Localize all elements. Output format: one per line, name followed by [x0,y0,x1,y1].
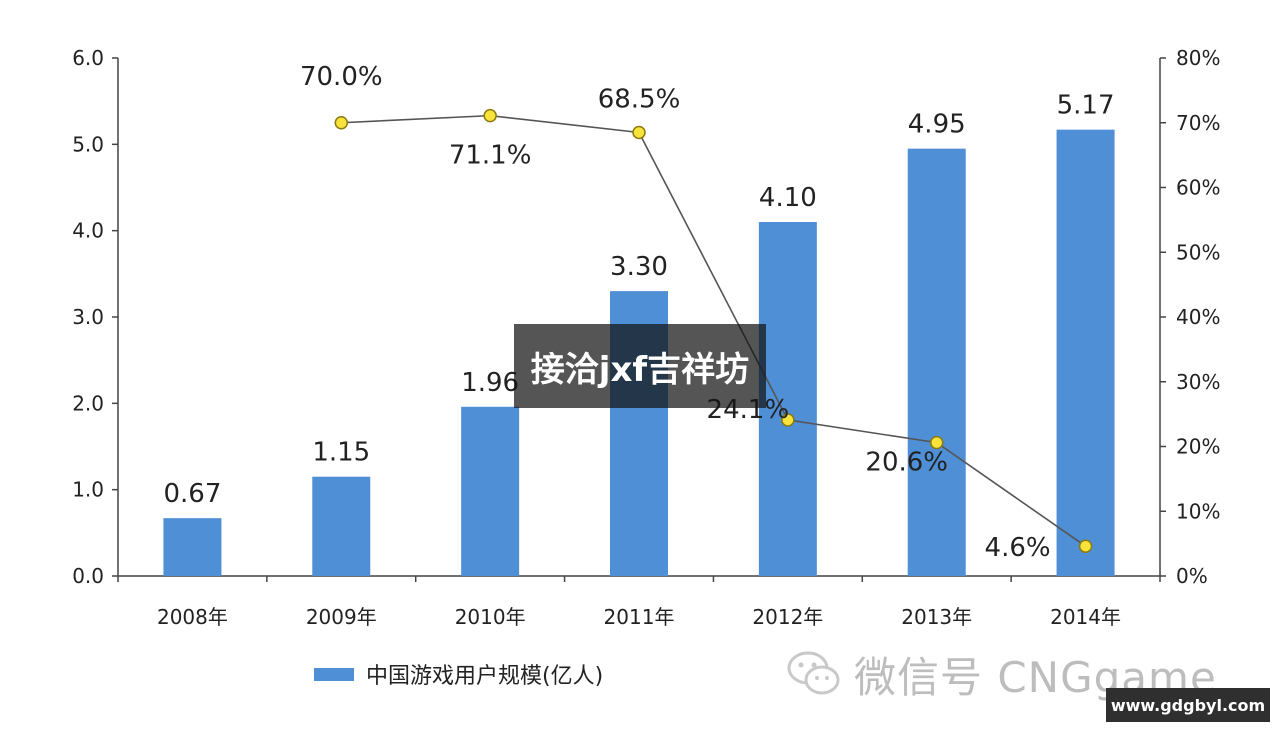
left-tick-label: 5.0 [72,132,104,156]
line-point [334,116,349,130]
bar [461,406,520,576]
left-tick-label: 1.0 [72,478,104,502]
left-tick-label: 4.0 [72,219,104,243]
line-value-label: 4.6% [985,533,1051,563]
x-axis-label: 2008年 [157,605,228,629]
legend-swatch [314,668,354,681]
bar-value-label: 3.30 [610,252,668,282]
right-tick-label: 70% [1176,111,1220,135]
bar-value-label: 5.17 [1057,91,1115,121]
legend-label: 中国游戏用户规模(亿人) [366,664,603,689]
bar [1056,129,1115,576]
wechat-icon [787,651,840,695]
line-point [483,108,497,123]
line-point [781,413,795,427]
right-tick-label: 40% [1176,305,1220,329]
overlay-banner: 接洽jxf吉祥坊 [514,324,766,408]
line-series [334,108,1093,553]
right-tick-label: 50% [1176,240,1220,264]
right-tick-label: 60% [1176,176,1220,200]
line-value-labels: 70.0%71.1%68.5%24.1%20.6%4.6% [300,62,1051,563]
x-axis-label: 2013年 [901,605,972,629]
bar [163,518,222,576]
line-value-label: 71.1% [449,141,532,171]
bar [312,476,371,576]
left-axis-ticks: 0.0 1.0 2.0 3.0 4.0 5.0 6.0 [72,46,118,588]
x-axis-labels: 2008年 2009年 2010年 2011年 2012年 2013年 2014年 [157,605,1121,629]
line-value-label: 20.6% [865,448,948,478]
bar-value-label: 4.95 [908,110,966,140]
right-tick-label: 0% [1176,564,1208,588]
right-tick-label: 20% [1176,435,1220,459]
x-axis-label: 2012年 [752,605,823,629]
legend: 中国游戏用户规模(亿人) [314,664,603,689]
right-axis-ticks: 0% 10% 20% 30% 40% 50% 60% 70% 80% [1160,46,1220,588]
x-axis-label: 2014年 [1050,605,1121,629]
right-tick-label: 10% [1176,499,1220,523]
bar-value-label: 1.96 [461,368,519,398]
bar-value-labels: 0.67 1.15 1.96 3.30 4.10 4.95 5.17 [163,91,1114,510]
left-tick-label: 0.0 [72,564,104,588]
bar-value-label: 4.10 [759,183,817,213]
line-point [632,125,646,140]
left-tick-label: 6.0 [72,46,104,70]
bar [907,148,966,576]
line-point [929,435,944,450]
x-axis-label: 2009年 [306,605,377,629]
growth-line [341,114,1087,547]
right-tick-label: 30% [1176,370,1220,394]
bar-value-label: 1.15 [312,438,370,468]
line-point [1078,539,1093,553]
x-axis-label: 2010年 [455,605,526,629]
line-value-label: 70.0% [300,62,383,92]
line-value-label: 68.5% [598,84,681,114]
right-tick-label: 80% [1176,46,1220,70]
left-tick-label: 3.0 [72,305,104,329]
bar [758,222,817,577]
url-badge: www.gdgbyl.com [1106,688,1270,722]
left-tick-label: 2.0 [72,391,104,415]
x-axis-label: 2011年 [604,605,675,629]
bar-value-label: 0.67 [163,479,221,509]
